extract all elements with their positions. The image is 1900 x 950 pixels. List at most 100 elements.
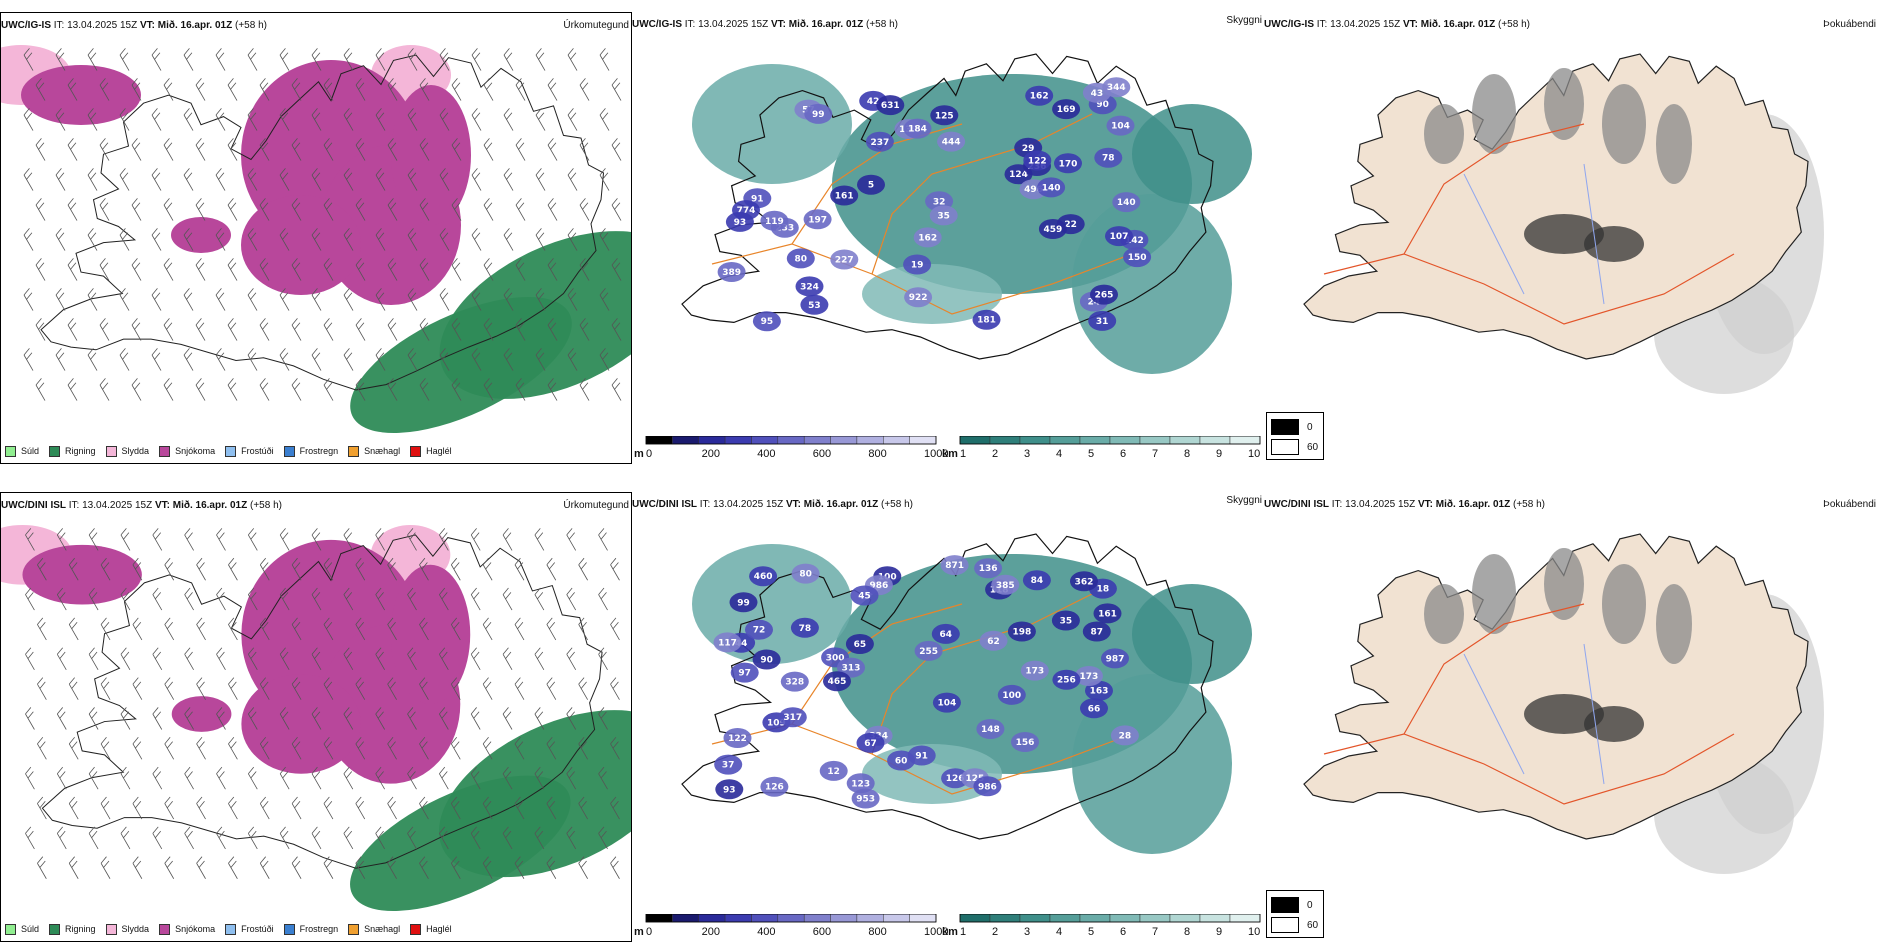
elevation-label: 123 bbox=[851, 779, 870, 789]
fog-legend-item: 0 bbox=[1271, 897, 1313, 913]
fog-legend-swatch bbox=[1271, 439, 1299, 455]
elevation-patch bbox=[717, 262, 746, 282]
wind-barb bbox=[151, 228, 162, 251]
lead-time: (+58 h) bbox=[1498, 19, 1530, 30]
elevation-label: 90 bbox=[1096, 100, 1109, 110]
elevation-label: 173 bbox=[1025, 667, 1044, 677]
wind-barb bbox=[120, 707, 131, 730]
wind-barb bbox=[291, 677, 302, 700]
wind-barb bbox=[151, 288, 162, 311]
wind-barb bbox=[183, 108, 194, 131]
wind-barb bbox=[279, 48, 290, 71]
wind-barb bbox=[67, 78, 78, 101]
visibility-elevation-map[interactable]: 161 84 987 328 80 100 64 97 136 173 99 109 126 148 125… bbox=[632, 514, 1264, 906]
elevation-label: 32 bbox=[933, 197, 946, 207]
visibility-elevation-map[interactable]: 1691811421045722107951971621614215024227… bbox=[632, 34, 1264, 426]
wind-barb bbox=[483, 138, 494, 161]
wind-barb bbox=[183, 288, 194, 311]
wind-barb bbox=[131, 318, 142, 341]
elevation-label: 91 bbox=[751, 194, 764, 204]
elevation-colorbar: m 0 200 400 600 800 1000 bbox=[634, 436, 948, 462]
elevation-label: 161 bbox=[1098, 609, 1117, 619]
wind-barb bbox=[23, 48, 34, 71]
wind-barb bbox=[387, 198, 398, 221]
wind-barb bbox=[195, 198, 206, 221]
snow-area bbox=[241, 195, 361, 295]
wind-barb bbox=[375, 108, 386, 131]
wind-barb bbox=[131, 258, 142, 281]
river-line bbox=[1463, 173, 1525, 295]
wind-barb bbox=[247, 766, 258, 790]
fog-indicator-map[interactable] bbox=[1264, 514, 1824, 906]
wind-barb bbox=[100, 557, 111, 581]
wind-barb bbox=[407, 168, 418, 191]
wind-barb bbox=[343, 528, 354, 551]
elevation-label: 45 bbox=[858, 592, 871, 602]
legend-item: Frostúði bbox=[225, 445, 274, 457]
elevation-label: 300 bbox=[826, 653, 845, 663]
legend-item: Haglél bbox=[410, 923, 452, 935]
lead-time: (+58 h) bbox=[235, 20, 267, 31]
wind-barb bbox=[291, 378, 302, 401]
wind-barb bbox=[407, 348, 418, 371]
elevation-patch bbox=[937, 131, 966, 152]
elevation-label: 922 bbox=[909, 293, 928, 303]
wind-barb bbox=[56, 826, 67, 850]
colorbar-segment bbox=[1229, 436, 1261, 445]
colorbar-segment bbox=[856, 914, 884, 923]
wind-barb bbox=[439, 348, 450, 371]
wind-barb bbox=[184, 528, 194, 551]
wind-barb bbox=[407, 587, 417, 611]
wind-barb bbox=[471, 168, 482, 191]
precip-panel-row2: UWC/DINI ISL IT: 13.04.2025 15Z VT: Mið.… bbox=[0, 492, 632, 942]
wind-barb bbox=[566, 647, 577, 671]
wind-barb bbox=[87, 288, 98, 311]
elevation-patch bbox=[857, 174, 885, 195]
wind-barb bbox=[164, 856, 175, 879]
precip-type-map[interactable] bbox=[1, 35, 631, 435]
wind-barb bbox=[163, 138, 174, 161]
wind-barb bbox=[291, 138, 302, 161]
wind-barb bbox=[35, 318, 46, 341]
colorbar-segment bbox=[672, 436, 700, 445]
precip-panel-row1: UWC/IG-IS IT: 13.04.2025 15Z VT: Mið. 16… bbox=[0, 12, 632, 464]
low-visibility-area bbox=[1072, 674, 1232, 854]
fog-legend-label: 60 bbox=[1307, 441, 1319, 453]
wind-barb bbox=[196, 557, 206, 581]
elevation-patch bbox=[903, 254, 932, 275]
wind-barb bbox=[375, 168, 386, 191]
wind-barb bbox=[579, 318, 590, 341]
scale-tick-label: 400 bbox=[757, 926, 776, 938]
wind-barb bbox=[566, 528, 577, 551]
wind-barb bbox=[279, 587, 290, 611]
elevation-label: 24 bbox=[1088, 298, 1101, 308]
elevation-patch bbox=[752, 649, 781, 670]
wind-barb bbox=[355, 617, 366, 641]
wind-barb bbox=[311, 587, 322, 611]
elevation-label: 198 bbox=[1013, 628, 1032, 638]
elevation-label: 22 bbox=[1064, 220, 1077, 230]
precip-type-map[interactable] bbox=[1, 515, 631, 913]
wind-barb bbox=[215, 288, 226, 311]
wind-barb bbox=[387, 737, 397, 760]
wind-barb bbox=[375, 348, 386, 371]
fog-indicator-map[interactable] bbox=[1264, 34, 1824, 426]
elevation-label: 163 bbox=[1090, 687, 1109, 697]
wind-barb bbox=[419, 856, 429, 879]
wind-barb bbox=[279, 826, 290, 850]
colorbar-segment bbox=[645, 436, 673, 445]
wind-barb bbox=[578, 856, 588, 879]
valid-time: VT: Mið. 16.apr. 01Z bbox=[770, 19, 864, 30]
elevation-patch bbox=[907, 745, 936, 766]
elevation-patch bbox=[804, 103, 833, 124]
wind-barb bbox=[163, 378, 174, 401]
wind-barb bbox=[23, 168, 34, 191]
wind-barb bbox=[247, 288, 258, 311]
legend-swatch bbox=[410, 923, 422, 935]
wind-barb bbox=[119, 48, 130, 71]
wind-barb bbox=[343, 168, 354, 191]
wind-barb bbox=[547, 198, 558, 221]
low-visibility-area bbox=[1072, 194, 1232, 374]
legend-item: Frostregn bbox=[283, 445, 338, 457]
legend-label: Haglél bbox=[426, 924, 452, 934]
